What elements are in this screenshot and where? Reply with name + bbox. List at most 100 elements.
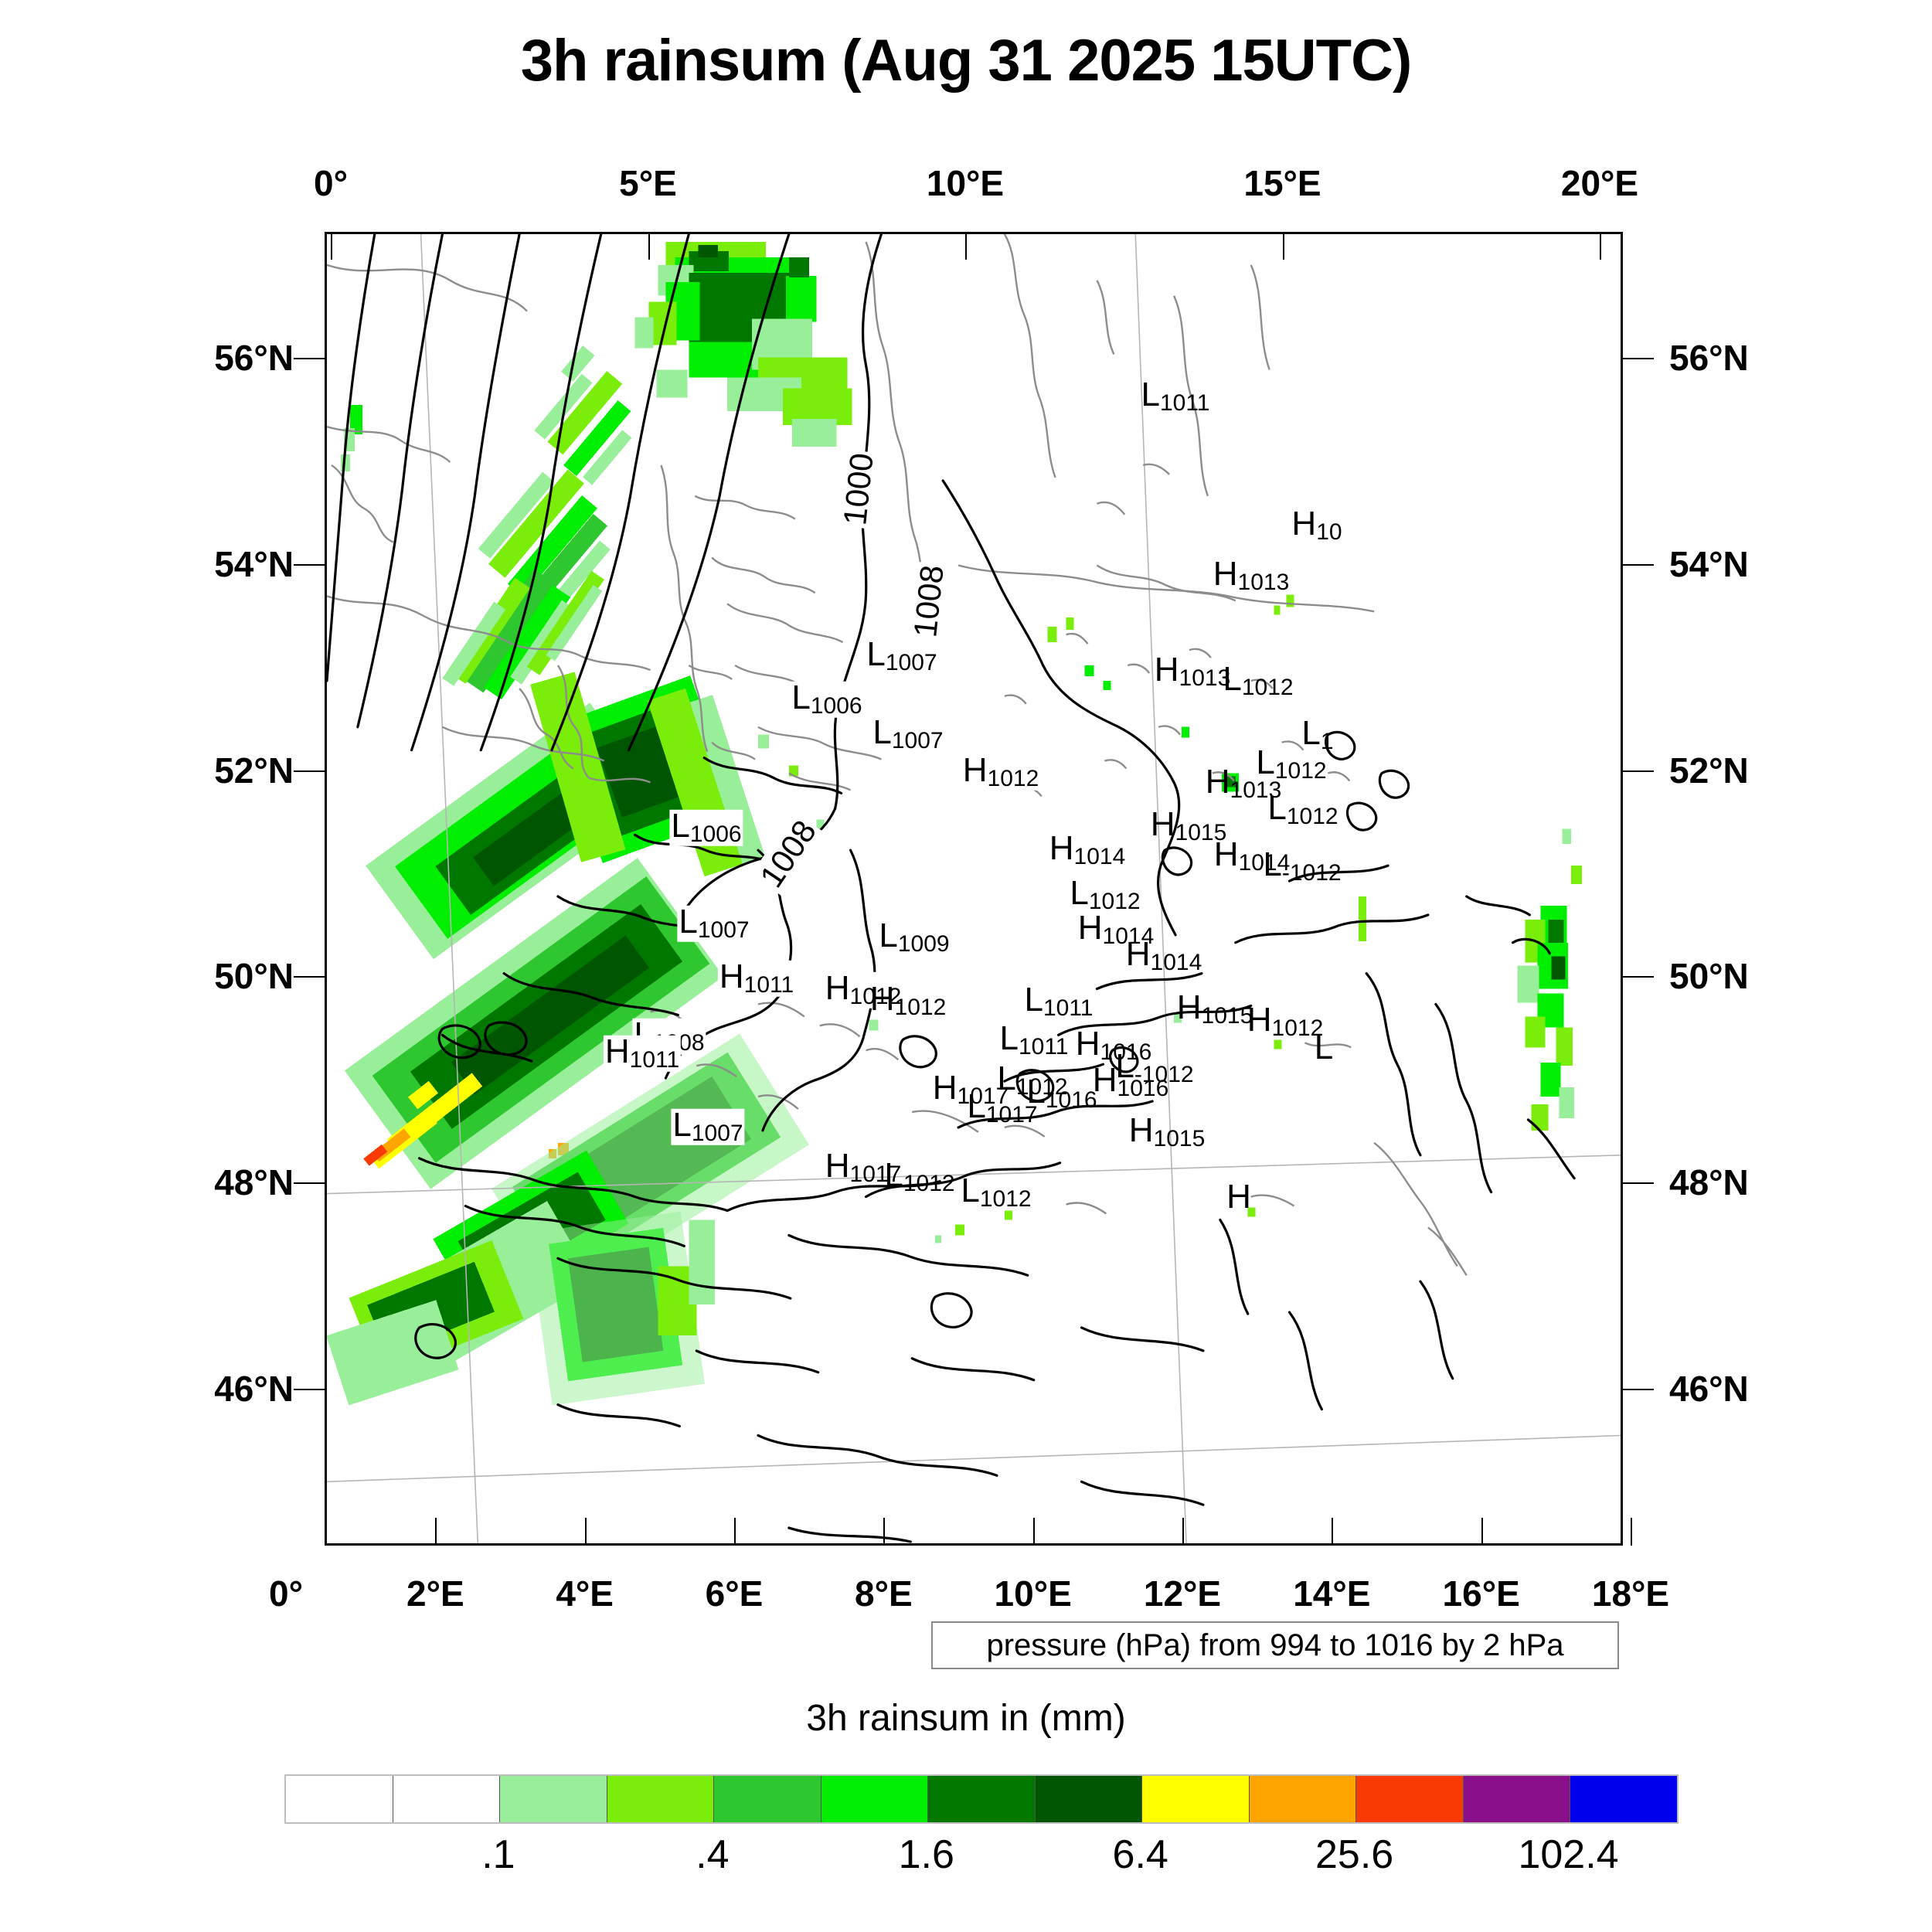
axis-left-tickmark-2 xyxy=(294,770,325,772)
colorbar-cell-1 xyxy=(393,1776,501,1822)
pressure-centre-value: 1014 xyxy=(1102,923,1155,949)
pressure-centre-high-27: H1015 xyxy=(1175,990,1255,1027)
pressure-centre-value: 1011 xyxy=(1159,389,1210,416)
pressure-centre-high-2: H1013 xyxy=(1212,556,1291,595)
pressure-centre-type: H xyxy=(719,957,744,995)
colorbar-cell-6 xyxy=(928,1776,1036,1822)
pressure-centre-type: H xyxy=(1075,1024,1100,1063)
isobar-label: 1008 xyxy=(905,560,953,642)
colorbar-label-3: 6.4 xyxy=(1112,1832,1168,1877)
pressure-centre-type: H xyxy=(1291,504,1317,543)
pressure-legend-box: pressure (hPa) from 994 to 1016 by 2 hPa xyxy=(931,1621,1619,1669)
pressure-centre-value: 1016 xyxy=(1117,1075,1169,1101)
colorbar-cell-11 xyxy=(1463,1776,1571,1822)
pressure-centre-low-26: L1011 xyxy=(1023,980,1095,1019)
colorbar xyxy=(284,1774,1679,1824)
pressure-centre-type: L xyxy=(1026,1072,1046,1111)
colorbar-title: 3h rainsum in (mm) xyxy=(806,1698,1126,1739)
pressure-centre-high-10: H1012 xyxy=(961,750,1041,791)
pressure-centre-low-39: L1017 xyxy=(965,1087,1039,1128)
axis-left-tickmark-3 xyxy=(294,976,325,978)
pressure-centre-low-7: L1007 xyxy=(871,713,945,753)
pressure-centre-low-14: L1006 xyxy=(669,806,743,846)
axis-top-tick-2: 10°E xyxy=(926,163,1005,203)
pressure-centre-value: 1012 xyxy=(987,765,1039,791)
axis-bottom-tick-4: 8°E xyxy=(854,1573,913,1614)
axis-right-tick-0: 56°N xyxy=(1669,338,1749,379)
pressure-centre-type: L xyxy=(671,806,690,845)
pressure-centre-low-34: L-1012 xyxy=(1114,1049,1195,1086)
pressure-centre-high-15: H1014 xyxy=(1048,831,1128,868)
pressure-centre-low-35: L1012 xyxy=(995,1061,1069,1098)
axis-left-tick-0: 56°N xyxy=(214,338,294,379)
pressure-centre-value: 1 xyxy=(1320,728,1334,754)
pressure-centre-low-18: L1012 xyxy=(1068,873,1141,914)
pressure-centre-type: L xyxy=(1301,713,1321,752)
axis-bottom-tick-7: 14°E xyxy=(1293,1573,1371,1614)
colorbar-label-1: .4 xyxy=(696,1832,730,1877)
pressure-centre-type: H xyxy=(1154,650,1179,689)
colorbar-cell-2 xyxy=(500,1776,607,1822)
pressure-centre-type: H xyxy=(962,750,988,789)
axis-bottom-tickmark-7 xyxy=(1332,1518,1334,1546)
axis-bottom-tick-0: 0° xyxy=(269,1573,303,1614)
axis-top-tickmark-4 xyxy=(1600,232,1601,260)
pressure-centre-high-16: H1014 xyxy=(1213,837,1292,874)
pressure-centre-low-19: L1007 xyxy=(677,904,751,942)
axis-right-tick-5: 46°N xyxy=(1669,1368,1749,1409)
axis-right-tick-1: 54°N xyxy=(1669,544,1749,584)
pressure-centre-value: 1016 xyxy=(1100,1039,1152,1065)
pressure-centre-type: L xyxy=(1267,788,1287,827)
pressure-centre-type: L xyxy=(1263,845,1282,883)
pressure-legend-text: pressure (hPa) from 994 to 1016 by 2 hPa xyxy=(986,1628,1564,1662)
pressure-centre-type: H xyxy=(1077,908,1103,947)
pressure-centre-low-43: L1012 xyxy=(883,1158,956,1196)
pressure-centre-value: 1013 xyxy=(1237,569,1290,595)
pressure-centre-type: L xyxy=(1024,980,1043,1019)
colorbar-label-0: .1 xyxy=(481,1832,515,1877)
axis-top-tick-1: 5°E xyxy=(619,163,677,203)
axis-top-tickmark-3 xyxy=(1282,232,1284,260)
page-title: 3h rainsum (Aug 31 2025 15UTC) xyxy=(520,28,1413,94)
colorbar-cell-0 xyxy=(286,1776,393,1822)
axis-bottom-tickmark-3 xyxy=(734,1518,736,1546)
pressure-centre-low-0: L1011 xyxy=(1140,377,1212,416)
pressure-centre-type: L xyxy=(1223,659,1242,698)
map-plot-area[interactable]: 1000 1008 1008 L1011 H10 H1013 L1007 H1013 L1… xyxy=(325,232,1623,1546)
pressure-centre-high-41: H1015 xyxy=(1128,1113,1207,1150)
pressure-centre-low-17: L-1012 xyxy=(1261,847,1342,886)
pressure-centre-type: H xyxy=(1125,934,1151,973)
pressure-centre-value: 1017 xyxy=(985,1101,1038,1128)
pressure-centre-type: L xyxy=(967,1087,986,1125)
pressure-centre-type: L xyxy=(872,713,892,751)
pressure-centre-value: -1012 xyxy=(1281,859,1342,886)
pressure-centre-low-5: L1012 xyxy=(1221,659,1294,699)
axis-left-tick-2: 52°N xyxy=(214,750,294,791)
pressure-centre-value: 1012 xyxy=(1088,888,1141,914)
pressure-centre-value: 1011 xyxy=(629,1046,680,1073)
pressure-centre-high-20: H1014 xyxy=(1077,908,1156,949)
axis-left-tick-5: 46°N xyxy=(214,1368,294,1409)
axis-left-tick-4: 48°N xyxy=(214,1162,294,1202)
pressure-centre-type: H xyxy=(825,1146,850,1185)
pressure-centre-low-21: L1009 xyxy=(877,918,951,956)
axis-right-tick-2: 52°N xyxy=(1669,750,1749,791)
axis-bottom-tick-5: 10°E xyxy=(994,1573,1072,1614)
axis-right-tickmark-5 xyxy=(1623,1388,1654,1390)
pressure-centre-high-36: H1016 xyxy=(1091,1063,1171,1101)
axis-bottom-tick-2: 4°E xyxy=(556,1573,614,1614)
pressure-centre-type: L xyxy=(1070,873,1089,912)
pressure-centre-value: 1012 xyxy=(903,1170,955,1196)
pressure-centre-low-9: L1012 xyxy=(1254,745,1328,782)
pressure-centre-value: 1014 xyxy=(1150,949,1202,975)
axis-left-tickmark-1 xyxy=(294,564,325,566)
pressure-centre-type: H xyxy=(825,968,850,1007)
pressure-centre-value: 1013 xyxy=(1179,665,1231,691)
pressure-centre-value: 1012 xyxy=(849,983,902,1009)
pressure-centre-type: H xyxy=(869,979,895,1018)
pressure-centre-high-1: H10 xyxy=(1290,504,1343,543)
axis-bottom-tick-1: 2°E xyxy=(406,1573,464,1614)
colorbar-label-5: 102.4 xyxy=(1518,1832,1619,1877)
pressure-centre-high-13: H1015 xyxy=(1149,807,1229,844)
pressure-centre-value: 1011 xyxy=(743,971,794,998)
